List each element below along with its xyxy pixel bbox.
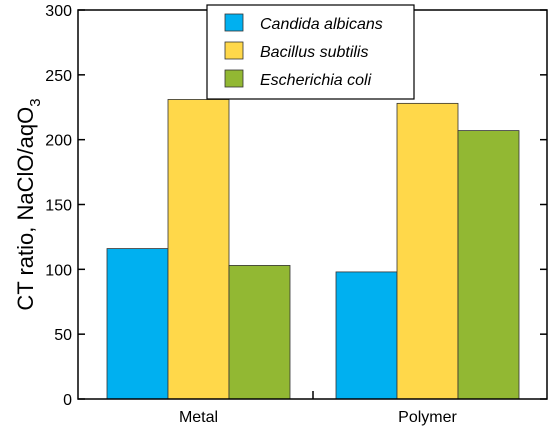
y-tick-label: 250: [45, 68, 72, 85]
bar: [106, 248, 169, 400]
bar: [228, 265, 291, 400]
x-axis: Metal Polymer: [179, 391, 458, 426]
y-axis: 0 50 100 150 200 250 300: [45, 3, 547, 409]
y-axis-label: CT ratio, NaClO/aqO3: [13, 98, 44, 310]
y-tick-label: 150: [45, 198, 72, 215]
y-axis-label-main: CT ratio, NaClO/aqO: [13, 107, 38, 311]
legend-label: Bacillus subtilis: [260, 44, 368, 61]
x-category-label: Polymer: [398, 409, 457, 426]
legend-swatch: [224, 41, 244, 60]
bar: [457, 130, 520, 400]
y-tick-label: 300: [45, 3, 72, 20]
bar: [335, 271, 398, 400]
x-category-label: Metal: [179, 409, 218, 426]
legend: Candida albicans Bacillus subtilis Escheri…: [206, 4, 415, 100]
y-tick-label: 50: [54, 327, 72, 344]
legend-label: Escherichia coli: [260, 72, 372, 89]
y-tick-label: 100: [45, 262, 72, 279]
y-tick-label: 200: [45, 133, 72, 150]
legend-label: Candida albicans: [260, 16, 383, 33]
legend-swatch: [224, 13, 244, 32]
y-tick-label: 0: [63, 392, 72, 409]
y-axis-label-subscript: 3: [27, 98, 44, 106]
bars-layer: [106, 99, 520, 400]
bar: [167, 99, 230, 400]
legend-swatch: [224, 69, 244, 88]
bar: [396, 102, 459, 400]
